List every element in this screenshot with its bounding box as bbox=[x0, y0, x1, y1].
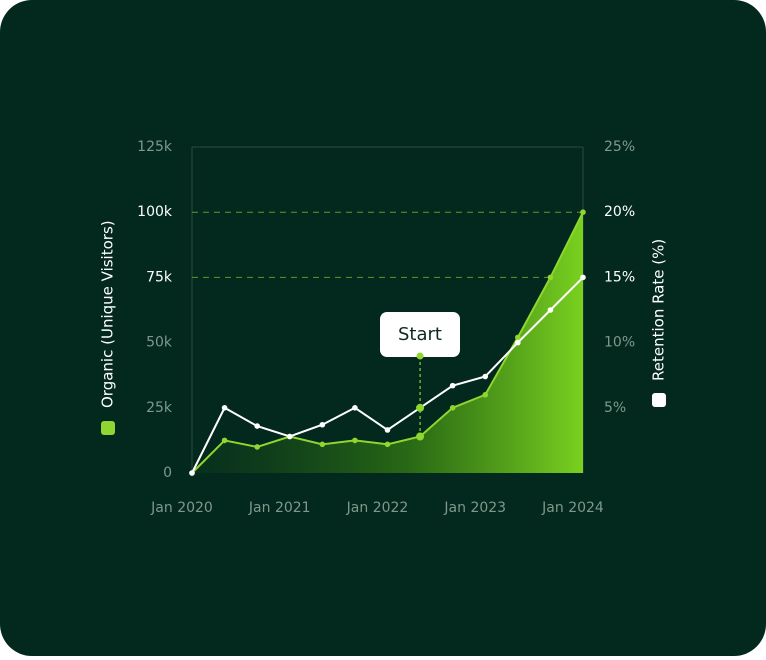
x-tick-label: Jan 2020 bbox=[150, 500, 213, 516]
y-tick-label: 25k bbox=[146, 400, 173, 416]
annotation-text: Start bbox=[398, 324, 442, 345]
area bbox=[192, 212, 583, 473]
legend-swatch bbox=[101, 421, 115, 435]
y2-tick-label: 25% bbox=[604, 139, 635, 155]
point bbox=[384, 427, 391, 433]
point bbox=[221, 405, 228, 411]
point bbox=[221, 437, 228, 444]
x-tick-label: Jan 2023 bbox=[443, 500, 506, 516]
y-tick-label: 125k bbox=[137, 139, 173, 155]
x-tick-label: Jan 2021 bbox=[248, 500, 311, 516]
point bbox=[547, 274, 554, 281]
point bbox=[482, 373, 489, 380]
y2-tick-label: 15% bbox=[604, 269, 635, 285]
y2-axis-title: Retention Rate (%) bbox=[650, 239, 668, 381]
y-tick-label: 75k bbox=[146, 269, 173, 285]
y2-tick-label: 20% bbox=[604, 204, 635, 220]
point bbox=[286, 433, 293, 440]
point bbox=[254, 444, 260, 450]
y-tick-label: 100k bbox=[137, 204, 173, 220]
point bbox=[189, 470, 195, 476]
point bbox=[580, 274, 586, 281]
annotation-dot bbox=[416, 352, 424, 360]
y2-tick-label: 10% bbox=[604, 335, 635, 351]
point bbox=[319, 421, 326, 428]
point bbox=[515, 339, 521, 346]
y-tick-label: 0 bbox=[163, 465, 172, 481]
point bbox=[449, 382, 456, 389]
y-tick-label: 50k bbox=[146, 335, 173, 351]
y-axis-title: Organic (Unique Visitors) bbox=[99, 220, 117, 408]
point bbox=[482, 391, 489, 398]
highlight-point bbox=[416, 432, 425, 441]
point bbox=[319, 441, 326, 448]
x-tick-label: Jan 2022 bbox=[346, 500, 409, 516]
point bbox=[547, 307, 554, 313]
x-tick-label: Jan 2024 bbox=[541, 500, 604, 516]
point bbox=[254, 423, 260, 429]
legend-swatch bbox=[652, 393, 666, 407]
y2-tick-label: 5% bbox=[604, 400, 626, 416]
point bbox=[515, 334, 521, 341]
annotation-box bbox=[380, 312, 460, 357]
point bbox=[384, 441, 391, 448]
highlight-point bbox=[416, 403, 425, 412]
point bbox=[352, 405, 358, 411]
point bbox=[580, 209, 586, 215]
point bbox=[449, 405, 456, 411]
point bbox=[352, 437, 358, 444]
